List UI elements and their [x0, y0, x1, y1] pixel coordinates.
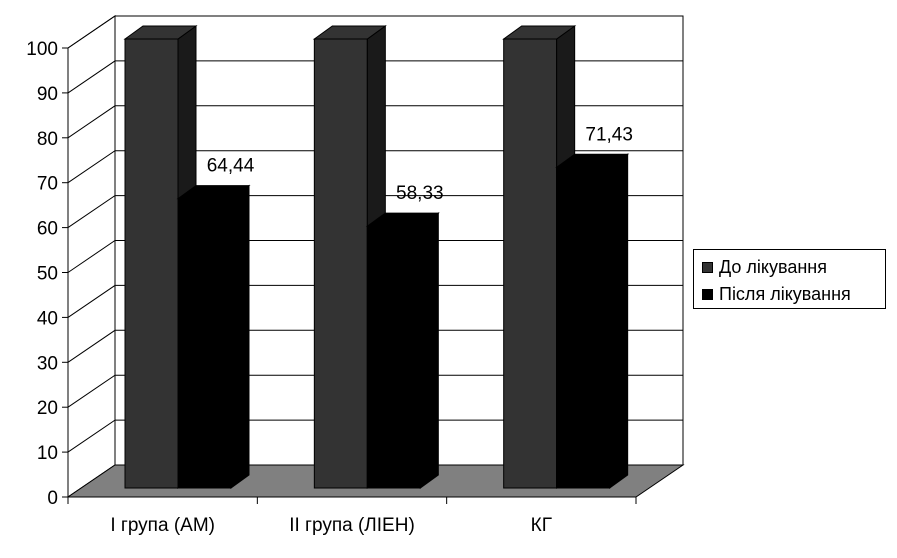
gridline [67, 150, 683, 184]
bar-front [124, 38, 179, 489]
x-category-label: КГ [531, 515, 552, 536]
legend-item-before: До лікування [702, 256, 827, 278]
bar-top [312, 25, 387, 40]
axes: 0 10 20 30 40 50 60 70 80 90 100 I група (АМ) II гру… [26, 39, 637, 536]
legend-swatch-before [702, 261, 713, 273]
bar-front [177, 198, 232, 489]
data-label: 58,33 [396, 183, 444, 204]
legend-label-before: До лікування [719, 256, 827, 277]
gridline [67, 284, 683, 318]
y-tick-label: 60 [37, 219, 58, 240]
bar-front [503, 38, 558, 489]
gridline [67, 329, 683, 363]
y-tick-label: 0 [47, 488, 58, 509]
bars [123, 25, 630, 489]
bar-side [230, 184, 250, 489]
y-tick-label: 50 [37, 264, 58, 285]
gridline [67, 105, 683, 139]
bar-front [366, 225, 421, 489]
y-tick-label: 100 [26, 39, 58, 60]
bar-side [609, 153, 629, 489]
data-labels: 64,44 58,33 71,43 [207, 124, 633, 204]
bar-front [556, 166, 611, 489]
legend: До лікування Після лікування [693, 249, 886, 309]
gridlines [67, 15, 683, 498]
gridline [67, 419, 683, 453]
gridline [67, 60, 683, 94]
y-tick-label: 30 [37, 353, 58, 374]
bar-front [313, 38, 368, 489]
bar-top [555, 153, 630, 168]
y-tick-label: 70 [37, 174, 58, 195]
bar-top [502, 25, 577, 40]
bar-top [365, 212, 440, 227]
gridline [67, 240, 683, 273]
x-category-label: I група (АМ) [110, 515, 215, 536]
y-tick-label: 40 [37, 308, 58, 329]
data-label: 71,43 [585, 124, 633, 145]
data-label: 64,44 [207, 156, 255, 177]
y-tick-label: 90 [37, 84, 58, 105]
bar-top [176, 185, 251, 200]
bar-side [419, 212, 439, 489]
x-category-label: II група (ЛІЕН) [289, 515, 415, 536]
legend-swatch-after [702, 288, 713, 300]
y-tick-label: 10 [37, 443, 58, 464]
gridline [67, 195, 683, 229]
y-tick-label: 80 [37, 129, 58, 150]
gridline [67, 15, 683, 49]
legend-item-after: Після лікування [702, 283, 851, 305]
bar-top [123, 25, 198, 40]
legend-label-after: Після лікування [719, 283, 851, 304]
gridline [67, 374, 683, 408]
y-tick-label: 20 [37, 398, 58, 419]
